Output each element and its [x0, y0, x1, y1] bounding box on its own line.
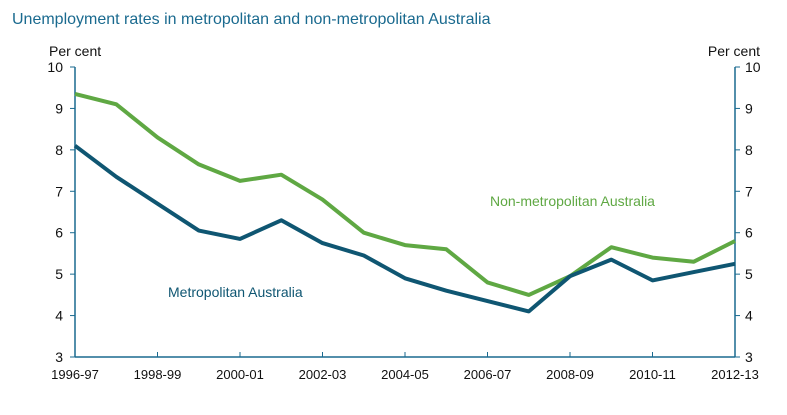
series-label-metropolitan: Metropolitan Australia: [168, 284, 303, 300]
y-axis-label-right: Per cent: [708, 43, 760, 59]
y-tick-label-right: 7: [745, 183, 753, 199]
x-tick-label: 2002-03: [299, 367, 347, 382]
x-tick-label: 2004-05: [381, 367, 429, 382]
y-tick-label-right: 8: [745, 142, 753, 158]
x-tick-label: 1998-99: [134, 367, 182, 382]
y-tick-label-right: 10: [745, 59, 761, 75]
x-tick-label: 2010-11: [629, 367, 676, 382]
y-tick-label-right: 3: [745, 349, 753, 365]
x-tick-label: 2000-01: [216, 367, 264, 382]
y-tick-label-left: 6: [55, 225, 63, 241]
y-tick-label-left: 10: [47, 59, 63, 75]
y-tick-label-right: 9: [745, 100, 753, 116]
series-line-non-metropolitan: [74, 91, 736, 297]
y-tick-label-left: 4: [55, 308, 63, 324]
y-tick-label-right: 4: [745, 308, 753, 324]
y-axis-label-left: Per cent: [49, 43, 101, 59]
series-line-metropolitan: [73, 144, 736, 314]
y-tick-label-right: 5: [745, 266, 753, 282]
x-tick-label: 2006-07: [464, 367, 512, 382]
x-tick-label: 2008-09: [546, 367, 594, 382]
y-tick-label-left: 8: [55, 142, 63, 158]
y-tick-label-left: 9: [55, 100, 63, 116]
y-tick-label-left: 7: [55, 183, 63, 199]
y-tick-label-left: 5: [55, 266, 63, 282]
series-label-non-metropolitan: Non-metropolitan Australia: [490, 193, 655, 209]
chart-title: Unemployment rates in metropolitan and n…: [12, 11, 491, 28]
y-tick-label-left: 3: [55, 349, 63, 365]
x-tick-label: 1996-97: [51, 367, 99, 382]
y-tick-label-right: 6: [745, 225, 753, 241]
x-tick-label: 2012-13: [711, 367, 759, 382]
